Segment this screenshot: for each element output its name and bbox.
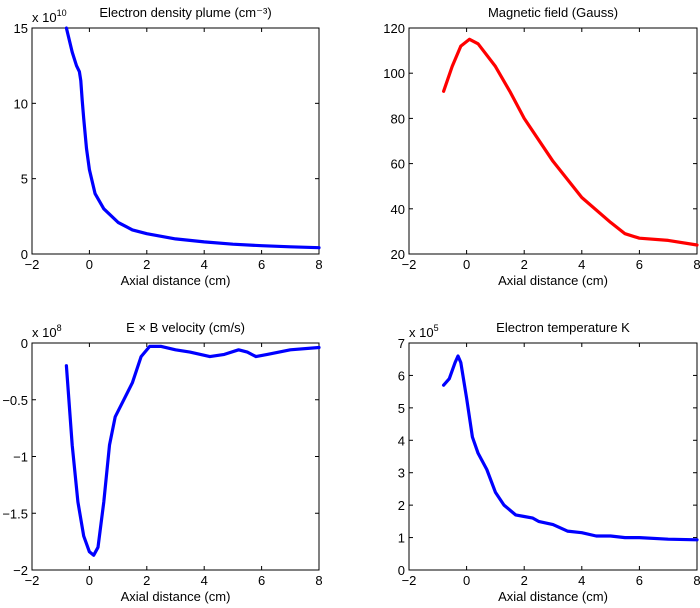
axes-box [408, 342, 698, 571]
x-tick-label: 0 [463, 257, 470, 272]
y-tick-label: 5 [398, 401, 405, 416]
y-tick-label: −0.5 [2, 393, 28, 408]
x-tick-label: 6 [636, 573, 643, 588]
x-tick-label: 6 [258, 573, 265, 588]
x-axis-label: Axial distance (cm) [498, 589, 608, 604]
x-tick-label: 4 [578, 573, 585, 588]
multiplier-exponent: 10 [57, 8, 67, 18]
x-tick-label: −2 [25, 573, 40, 588]
series-line [64, 344, 321, 557]
chart-title: Electron temperature K [496, 320, 630, 335]
x-tick-label: 8 [315, 257, 322, 272]
x-tick-label: 0 [463, 573, 470, 588]
x-tick-label: 4 [578, 257, 585, 272]
axes-box [408, 27, 698, 255]
x-axis-label: Axial distance (cm) [121, 589, 231, 604]
series-line [442, 37, 699, 247]
x-tick-label: 8 [693, 573, 700, 588]
x-tick-label: 8 [315, 573, 322, 588]
y-tick-label: 5 [21, 172, 28, 187]
y-tick-label: 120 [383, 21, 405, 36]
x-axis-label: Axial distance (cm) [498, 273, 608, 288]
x-tick-label: 0 [86, 257, 93, 272]
y-tick-label: 6 [398, 368, 405, 383]
multiplier-base: x 10 [32, 325, 57, 340]
axes-box [31, 342, 320, 571]
chart-title: E × B velocity (cm/s) [126, 320, 245, 335]
chart-title: Magnetic field (Gauss) [488, 5, 618, 20]
series-line [64, 26, 321, 250]
y-tick-label: 4 [398, 433, 405, 448]
axis-multiplier: x 105 [409, 323, 439, 340]
y-tick-label: 2 [398, 498, 405, 513]
y-tick-label: 1 [398, 531, 405, 546]
multiplier-base: x 10 [32, 10, 57, 25]
x-tick-label: 2 [521, 257, 528, 272]
x-tick-label: 2 [521, 573, 528, 588]
x-tick-label: 4 [201, 257, 208, 272]
y-tick-label: 0 [398, 563, 405, 578]
x-tick-label: 2 [143, 257, 150, 272]
y-tick-label: −2 [13, 563, 28, 578]
y-tick-label: 20 [391, 247, 405, 262]
y-tick-label: 3 [398, 466, 405, 481]
x-tick-label: −2 [25, 257, 40, 272]
subplot-3: −2 0 2 4 6 8 −2 −1.5 −1 −0.5 0 E × B velocity (cm/s… [2, 320, 322, 604]
multiplier-exponent: 8 [57, 323, 62, 333]
subplot-2: −2 0 2 4 6 8 20 40 60 80 100 120 Magnetic field (Gau… [383, 5, 700, 288]
axis-multiplier: x 108 [32, 323, 62, 340]
series-line [442, 354, 699, 542]
x-tick-label: 8 [693, 257, 700, 272]
x-tick-label: 0 [86, 573, 93, 588]
axes-box [31, 27, 320, 255]
y-tick-label: 100 [383, 66, 405, 81]
y-tick-label: 15 [14, 21, 28, 36]
x-tick-label: 6 [636, 257, 643, 272]
y-tick-label: 7 [398, 336, 405, 351]
chart-title: Electron density plume (cm⁻³) [99, 5, 271, 20]
x-axis-label: Axial distance (cm) [121, 273, 231, 288]
y-tick-label: 60 [391, 157, 405, 172]
x-tick-label: 4 [201, 573, 208, 588]
multiplier-base: x 10 [409, 325, 434, 340]
y-tick-label: 80 [391, 111, 405, 126]
y-tick-label: 10 [14, 96, 28, 111]
multiplier-exponent: 5 [434, 323, 439, 333]
y-tick-label: −1.5 [2, 506, 28, 521]
x-tick-label: −2 [402, 573, 417, 588]
x-tick-label: 6 [258, 257, 265, 272]
x-tick-label: 2 [143, 573, 150, 588]
y-tick-label: 40 [391, 202, 405, 217]
y-tick-label: 0 [21, 336, 28, 351]
x-tick-label: −2 [402, 257, 417, 272]
y-tick-label: −1 [13, 450, 28, 465]
axis-multiplier: x 1010 [32, 8, 67, 25]
y-tick-label: 0 [21, 247, 28, 262]
